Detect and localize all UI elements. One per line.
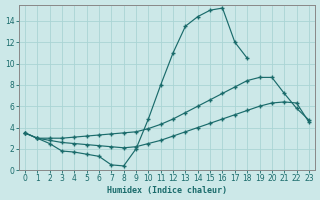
X-axis label: Humidex (Indice chaleur): Humidex (Indice chaleur) [107,186,227,195]
